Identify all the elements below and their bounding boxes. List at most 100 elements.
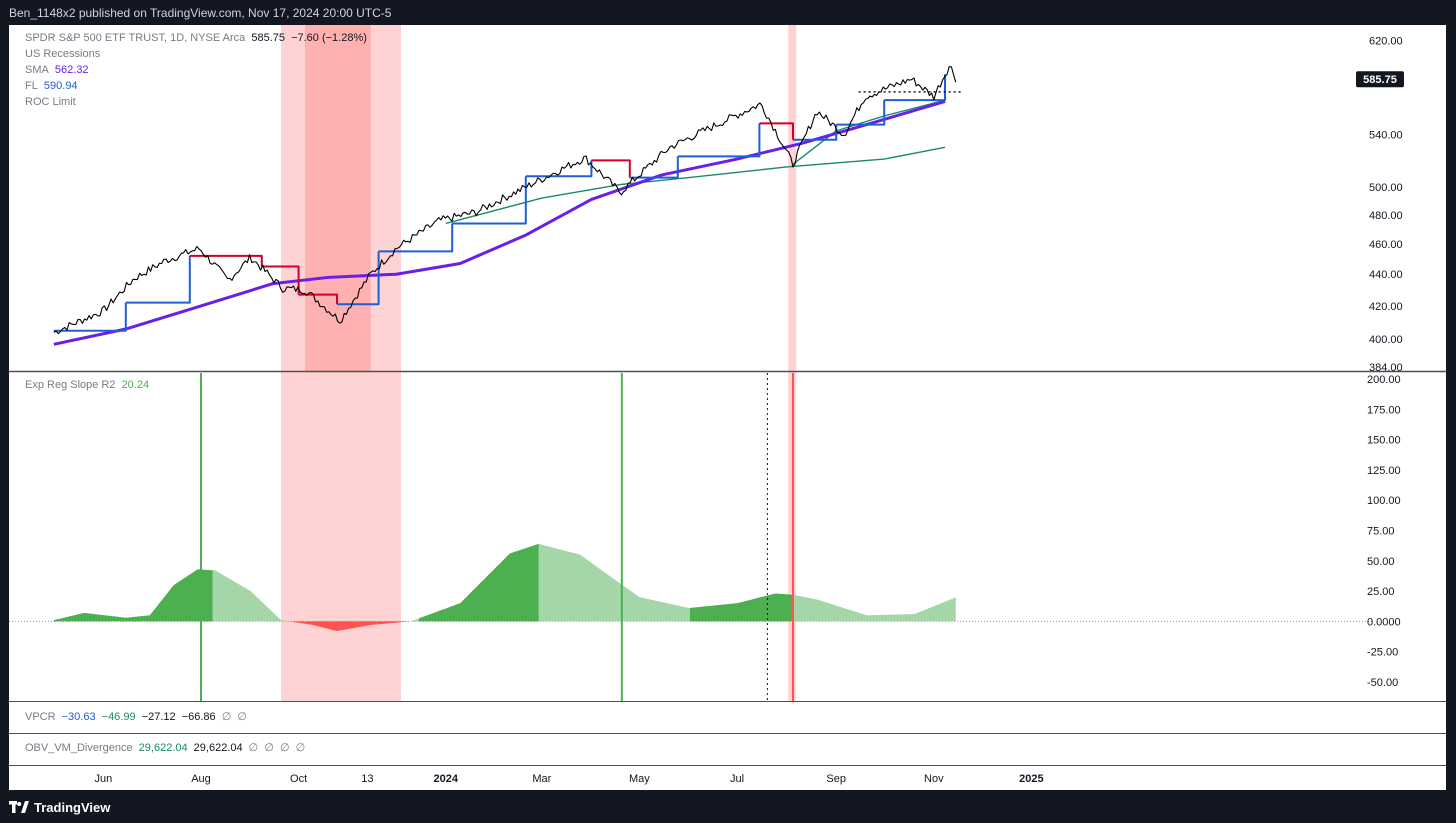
time-axis-tick: Mar [532, 773, 551, 785]
time-axis-tick: 2025 [1019, 773, 1043, 785]
price-axis-tick: 420.00 [1369, 301, 1403, 313]
roc-legend[interactable]: ROC Limit [25, 96, 79, 108]
price-axis-tick: 384.00 [1369, 362, 1403, 374]
sma-label: SMA [25, 64, 49, 76]
obv-value-3: ∅ [248, 742, 259, 754]
obv-value-5: ∅ [279, 742, 290, 754]
vpcr-label: VPCR [25, 711, 56, 723]
chart-svg[interactable]: 384.00 400.00 420.00 440.00 460.00 480.00 500.… [9, 25, 1446, 790]
osc-axis-tick: 125.00 [1367, 465, 1401, 477]
fl-line-up [629, 156, 679, 179]
price-axis-tick: 480.00 [1369, 210, 1403, 222]
fl-value: 590.94 [43, 80, 78, 92]
footer[interactable]: TradingView [9, 798, 110, 816]
fl-line-up [836, 100, 886, 126]
time-axis-tick: Jul [730, 773, 744, 785]
osc-area-segment [793, 594, 956, 622]
vpcr-value-5: ∅ [221, 711, 232, 723]
recession-label: US Recessions [25, 48, 101, 60]
osc-area-segment [410, 618, 419, 622]
price-axis-tick: 460.00 [1369, 239, 1403, 251]
fl-line-up [793, 124, 838, 141]
osc-area-segment [689, 593, 794, 622]
symbol-change: −7.60 (−1.28%) [291, 32, 367, 44]
obv-value-6: ∅ [295, 742, 306, 754]
tradingview-logo-icon [9, 801, 29, 813]
osc-area-segment [538, 543, 690, 622]
osc-axis-tick: -50.00 [1367, 677, 1398, 689]
price-badge-label: 585.75 [1363, 74, 1397, 86]
fl-line-up [125, 255, 191, 304]
fl-line-up [525, 160, 593, 178]
osc-axis-tick: 100.00 [1367, 495, 1401, 507]
published-header: Ben_1148x2 published on TradingView.com,… [9, 6, 392, 20]
sma-line [53, 99, 946, 346]
osc-label: Exp Reg Slope R2 [25, 379, 116, 391]
osc-axis-tick: 50.00 [1367, 556, 1395, 568]
fl-line-down [189, 254, 263, 267]
time-axis-tick: Nov [924, 773, 944, 785]
vpcr-legend[interactable]: VPCR −30.63 −46.99 −27.12 −66.86 ∅ ∅ [25, 710, 250, 723]
osc-legend[interactable]: Exp Reg Slope R2 20.24 [25, 379, 152, 391]
vpcr-value-1: −30.63 [61, 711, 96, 723]
time-axis-tick: May [629, 773, 650, 785]
vpcr-value-2: −46.99 [101, 711, 136, 723]
osc-area-segment [212, 570, 290, 622]
roc-label: ROC Limit [25, 96, 76, 108]
symbol-name: SPDR S&P 500 ETF TRUST, 1D, NYSE Arca [25, 32, 246, 44]
time-axis-tick: 13 [361, 773, 373, 785]
obv-legend[interactable]: OBV_VM_Divergence 29,622.04 29,622.04 ∅ … [25, 741, 308, 754]
osc-area-segment [53, 569, 213, 622]
time-axis-tick: Aug [191, 773, 211, 785]
sma-legend[interactable]: SMA 562.32 [25, 64, 92, 76]
osc-axis-tick: 75.00 [1367, 525, 1395, 537]
price-axis-tick: 540.00 [1369, 130, 1403, 142]
osc-axis-tick: 175.00 [1367, 404, 1401, 416]
time-axis-tick: Oct [290, 773, 307, 785]
fl-line-up [452, 176, 527, 225]
recession-band [281, 25, 401, 371]
symbol-price: 585.75 [251, 32, 285, 44]
brand-name: TradingView [34, 799, 111, 815]
osc-area-segment [418, 543, 539, 622]
fl-line-down [261, 265, 300, 295]
time-axis-tick: Jun [95, 773, 113, 785]
fl-line-up [884, 74, 946, 102]
price-axis-tick: 440.00 [1369, 269, 1403, 281]
obv-value-4: ∅ [264, 742, 274, 754]
recession-band [788, 25, 797, 371]
price-line [53, 66, 957, 335]
long-ema-line [445, 146, 946, 225]
recession-legend[interactable]: US Recessions [25, 48, 103, 60]
vpcr-value-3: −27.12 [141, 711, 176, 723]
vpcr-value-4: −66.86 [181, 711, 216, 723]
fl-line-up [53, 302, 127, 332]
fl-line-up [378, 223, 454, 253]
price-axis-tick: 620.00 [1369, 35, 1403, 47]
osc-axis-tick: -25.00 [1367, 647, 1398, 659]
time-axis-tick: 2024 [434, 773, 459, 785]
short-ema-line [792, 99, 946, 165]
fl-label: FL [25, 80, 38, 92]
chart-area[interactable]: 384.00 400.00 420.00 440.00 460.00 480.00 500.… [9, 25, 1446, 790]
price-badge [1356, 71, 1404, 88]
sma-value: 562.32 [54, 64, 89, 76]
fl-line-down [759, 122, 794, 140]
fl-line-up [677, 123, 761, 158]
fl-legend[interactable]: FL 590.94 [25, 80, 81, 92]
obv-value-1: 29,622.04 [138, 742, 188, 754]
vpcr-value-6: ∅ [237, 711, 247, 723]
price-axis-tick: 500.00 [1369, 182, 1403, 194]
recession-band-osc [281, 372, 401, 701]
obv-value-2: 29,622.04 [193, 742, 243, 754]
obv-label: OBV_VM_Divergence [25, 742, 133, 754]
osc-axis-tick: 0.0000 [1367, 616, 1401, 628]
osc-axis-tick: 200.00 [1367, 374, 1401, 386]
time-axis-tick: Sep [826, 773, 846, 785]
fl-line-down [298, 293, 338, 305]
osc-value: 20.24 [121, 379, 150, 391]
fl-line-down [591, 159, 631, 178]
symbol-legend[interactable]: SPDR S&P 500 ETF TRUST, 1D, NYSE Arca 58… [25, 32, 370, 44]
osc-axis-tick: 25.00 [1367, 586, 1395, 598]
osc-area-segment [289, 621, 411, 631]
